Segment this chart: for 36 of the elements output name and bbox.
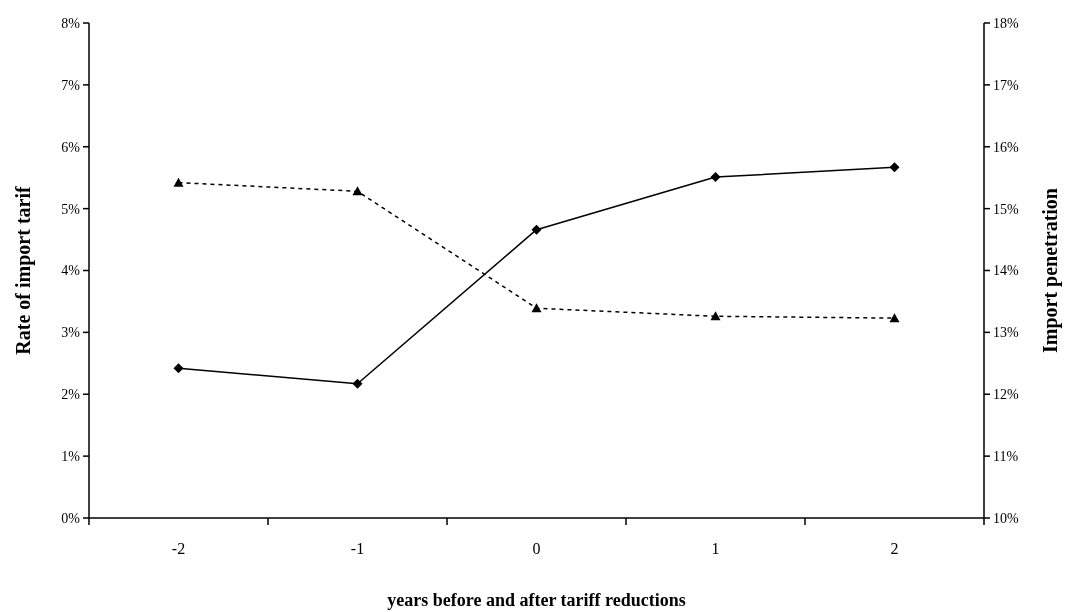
x-tick-label: -2 (171, 540, 186, 557)
point (531, 303, 542, 313)
point (352, 378, 363, 389)
point (889, 162, 900, 173)
y2-axis-title: Import penetration (1039, 188, 1062, 353)
y-tick-label: 6% (61, 139, 81, 155)
point (352, 186, 363, 196)
x-tick-label: 1 (711, 540, 720, 557)
y-tick-label: 1% (61, 449, 81, 465)
y-tick-label: 4% (61, 263, 81, 279)
x-tick-label: 0 (532, 540, 541, 557)
y2-tick-label: 18% (993, 15, 1019, 31)
y-tick-label: 2% (61, 387, 81, 403)
y2-tick-label: 10% (993, 510, 1019, 526)
point (531, 224, 542, 235)
y-tick-label: 7% (61, 77, 81, 93)
y-axis-title: Rate of import tarif (12, 186, 35, 355)
y-tick-label: 0% (61, 510, 81, 526)
y-tick-label: 8% (61, 15, 81, 31)
y2-tick-label: 13% (993, 325, 1019, 341)
y-tick-label: 5% (61, 201, 81, 217)
point (173, 363, 184, 374)
y2-tick-label: 11% (993, 449, 1019, 465)
point (173, 177, 184, 187)
y2-tick-label: 15% (993, 201, 1019, 217)
point (710, 311, 721, 321)
y2-tick-label: 12% (993, 387, 1019, 403)
x-tick-label: 2 (890, 540, 899, 557)
y2-tick-label: 14% (993, 263, 1019, 279)
x-axis-title: years before and after tariff reductions (387, 590, 686, 610)
point (710, 172, 721, 183)
point (889, 313, 900, 323)
y2-tick-label: 16% (993, 139, 1019, 155)
y-tick-label: 3% (61, 325, 81, 341)
x-tick-label: -1 (350, 540, 365, 557)
y2-tick-label: 17% (993, 77, 1019, 93)
